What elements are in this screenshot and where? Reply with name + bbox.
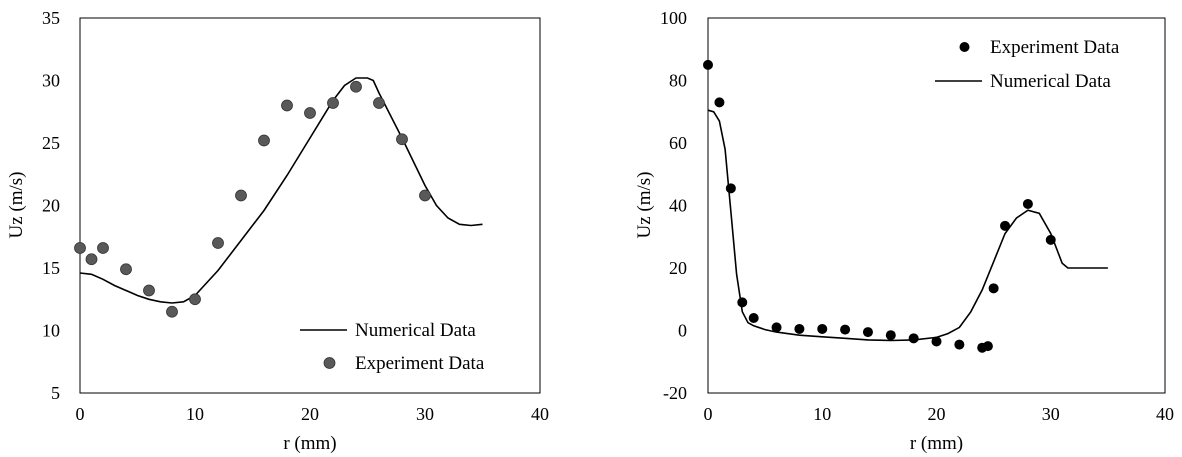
- experiment-data-point: [281, 99, 293, 112]
- experiment-data-point: [189, 293, 201, 306]
- experiment-data-point: [143, 284, 155, 297]
- experiment-data-point: [771, 322, 782, 333]
- experiment-data-point: [748, 313, 759, 323]
- x-tick-label: 0: [704, 404, 713, 424]
- y-tick-label: 35: [42, 8, 60, 28]
- experiment-data-point: [85, 253, 98, 266]
- experiment-data-point: [166, 305, 178, 318]
- y-tick-label: -20: [663, 383, 687, 403]
- plot-frame: [707, 17, 1166, 394]
- x-tick-label: 10: [186, 404, 204, 424]
- y-tick-label: 20: [42, 196, 60, 216]
- legend-label: Numerical Data: [355, 320, 476, 341]
- y-axis-label: Uz (m/s): [634, 171, 655, 238]
- x-axis-label: r (mm): [910, 433, 963, 454]
- y-tick-label: 80: [669, 71, 687, 91]
- y-tick-label: 60: [669, 133, 687, 153]
- experiment-data-point: [235, 189, 247, 202]
- experiment-data-point: [931, 336, 942, 347]
- x-tick-label: 30: [416, 404, 434, 424]
- experiment-data-point: [840, 324, 851, 335]
- experiment-data-point: [74, 242, 86, 254]
- y-tick-label: 0: [678, 321, 687, 341]
- experiment-data-point: [212, 237, 224, 249]
- experiment-data-point: [982, 341, 993, 352]
- legend-label: Experiment Data: [355, 353, 485, 374]
- y-tick-label: 100: [660, 8, 687, 28]
- experiment-data-point: [988, 283, 999, 294]
- y-tick-label: 5: [51, 383, 60, 403]
- y-tick-label: 30: [42, 71, 60, 91]
- x-tick-label: 20: [928, 404, 946, 424]
- experiment-data-point: [817, 323, 828, 334]
- experiment-data-point: [862, 327, 873, 338]
- experiment-data-point: [1045, 234, 1056, 245]
- experiment-data-point: [794, 323, 805, 334]
- x-tick-label: 40: [1156, 404, 1174, 424]
- y-tick-label: 40: [669, 196, 687, 216]
- experiment-data-point: [714, 97, 725, 108]
- experiment-data-point: [1022, 198, 1033, 209]
- x-axis-label: r (mm): [283, 433, 336, 454]
- y-axis-label: Uz (m/s): [6, 171, 27, 238]
- experiment-data-point: [1000, 220, 1011, 231]
- right-chart: 0 10 20 30 40 -20 0 20 40 60 80 100 r (mm) Uz (m/s) Ex…: [634, 8, 1174, 454]
- experiment-data-point: [419, 189, 431, 202]
- legend-marker-swatch: [959, 42, 970, 52]
- experiment-data-point: [725, 183, 736, 194]
- legend-label: Numerical Data: [990, 71, 1111, 92]
- experiment-data-point: [396, 133, 408, 146]
- x-tick-label: 30: [1042, 404, 1060, 424]
- legend-marker-swatch: [323, 357, 336, 369]
- experiment-data-point: [737, 297, 748, 308]
- experiment-data-point: [120, 263, 132, 276]
- experiment-data-point: [258, 134, 270, 147]
- experiment-data-point: [703, 59, 713, 70]
- experiment-data-point: [327, 97, 339, 109]
- experiment-data-point: [954, 339, 965, 350]
- legend-label: Experiment Data: [990, 37, 1120, 58]
- experiment-data-point: [350, 80, 362, 93]
- plot-frame: [79, 17, 541, 394]
- y-tick-label: 20: [669, 258, 687, 278]
- y-tick-label: 10: [42, 321, 60, 341]
- experiment-data-point: [97, 242, 109, 254]
- experiment-data-point: [304, 107, 316, 119]
- x-tick-label: 0: [76, 404, 85, 424]
- numerical-data-line: [707, 109, 1108, 342]
- left-chart: 0 10 20 30 40 5 10 15 20 25 30 35 r (mm) Uz (m/s) Nume…: [6, 8, 549, 454]
- x-tick-label: 10: [813, 404, 831, 424]
- experiment-data-point: [373, 97, 385, 109]
- x-tick-label: 40: [531, 404, 549, 424]
- experiment-data-point: [908, 333, 919, 344]
- experiment-data-point: [885, 330, 896, 341]
- y-tick-label: 15: [42, 258, 60, 278]
- x-tick-label: 20: [301, 404, 319, 424]
- y-tick-label: 25: [42, 133, 60, 153]
